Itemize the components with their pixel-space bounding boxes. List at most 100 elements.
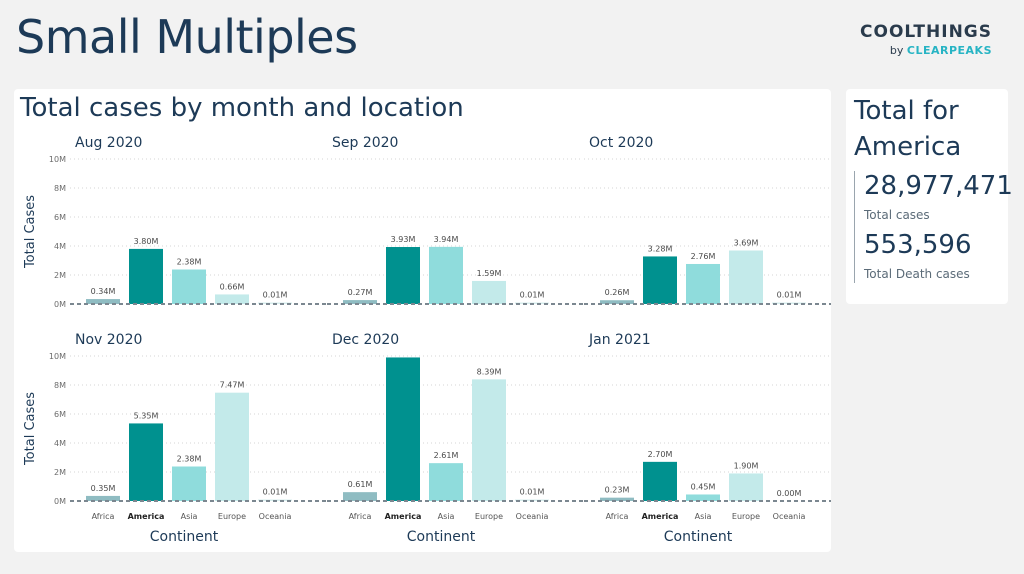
bar-america (129, 248, 163, 304)
x-tick-label: Oceania (259, 512, 292, 521)
panel-title: Aug 2020 (75, 135, 142, 151)
america-summary-card: Total for America 28,977,471 Total cases… (846, 89, 1013, 304)
data-label: 0.35M (91, 484, 116, 493)
data-label: 3.69M (734, 238, 759, 247)
bar-europe (472, 280, 506, 304)
y-tick-label: 4M (54, 439, 66, 448)
y-tick-label: 2M (54, 468, 66, 477)
data-label: 0.45M (691, 482, 716, 491)
bar-america (643, 256, 677, 304)
data-label: 0.00M (777, 489, 802, 498)
x-tick-label: Africa (92, 512, 115, 521)
x-tick-label: Oceania (773, 512, 806, 521)
bar-asia (686, 263, 720, 304)
bar-america (643, 461, 677, 501)
bar-europe (472, 379, 506, 501)
data-label: 2.61M (434, 451, 459, 460)
chart-panel: Sep 2020 0.27M 3.93M 3.94M 1.59M 0.01M (327, 135, 583, 305)
x-tick-label: Oceania (516, 512, 549, 521)
chart-panel: Jan 2021 0.23M Africa 2.70M America 0.45M Asia… (584, 332, 831, 545)
data-label: 3.94M (434, 235, 459, 244)
bar-europe (215, 294, 249, 304)
data-label: 0.27M (348, 288, 373, 297)
chart-panel: Nov 2020 0M 2M 4M 6M 8M 10M 0.35M Africa 5.35M Ame… (23, 332, 326, 545)
bar-asia (172, 466, 206, 501)
y-axis-title: Total Cases (23, 195, 38, 269)
bar-america (129, 423, 163, 501)
bar-africa (600, 497, 634, 501)
data-label: 0.01M (263, 291, 288, 300)
data-label: 2.76M (691, 252, 716, 261)
total-cases-label: Total cases (864, 208, 930, 222)
data-label: 8.39M (477, 367, 502, 376)
panel-title: Jan 2021 (588, 332, 651, 348)
x-tick-label: Europe (218, 512, 246, 521)
logo-by: by (889, 44, 904, 57)
small-multiples-card: Aug 2020 0M 2M 4M 6M 8M 10M 0.34M 3.80M 2.38M 0.66… (14, 89, 831, 552)
page-title: Small Multiples (16, 10, 358, 64)
bar-america (386, 247, 420, 304)
summary-divider (854, 171, 855, 283)
panel-title: Nov 2020 (75, 332, 142, 348)
bar-asia (172, 269, 206, 304)
data-label: 0.61M (348, 480, 373, 489)
x-tick-label: Asia (438, 512, 455, 521)
x-axis-title: Continent (150, 529, 219, 545)
logo-wordmark: COOLTHINGS (860, 22, 992, 42)
y-tick-label: 8M (54, 184, 66, 193)
bar-africa (343, 492, 377, 501)
x-axis-title: Continent (664, 529, 733, 545)
x-axis-title: Continent (407, 529, 476, 545)
chart-panel: Dec 2020 0.61M Africa America 2.61M Asia 8.39M… (327, 332, 583, 545)
data-label: 0.23M (605, 486, 630, 495)
bar-america (386, 357, 420, 501)
bar-africa (86, 495, 120, 501)
bar-africa (343, 300, 377, 304)
total-deaths-label: Total Death cases (864, 267, 970, 281)
data-label: 3.93M (391, 235, 416, 244)
small-multiples-chart[interactable]: Aug 2020 0M 2M 4M 6M 8M 10M 0.34M 3.80M 2.38M 0.66… (14, 89, 831, 552)
bar-asia (686, 494, 720, 501)
chart-panel: Oct 2020 0.26M 3.28M 2.76M 3.69M 0.01M (584, 135, 831, 305)
data-label: 1.90M (734, 461, 759, 470)
data-label: 2.38M (177, 257, 202, 266)
bar-europe (729, 473, 763, 501)
bar-europe (215, 392, 249, 501)
y-tick-label: 8M (54, 381, 66, 390)
data-label: 3.80M (134, 237, 159, 246)
data-label: 0.01M (520, 488, 545, 497)
data-label: 2.70M (648, 450, 673, 459)
chart-card-title: Total cases by month and location (20, 93, 464, 123)
data-label: 1.59M (477, 269, 502, 278)
x-tick-label: America (128, 512, 165, 521)
x-tick-label: America (385, 512, 422, 521)
data-label: 0.01M (520, 291, 545, 300)
logo-subline: by CLEARPEAKS (860, 44, 992, 57)
data-label: 0.01M (777, 291, 802, 300)
x-tick-label: America (642, 512, 679, 521)
y-tick-label: 10M (49, 155, 66, 164)
panel-title: Sep 2020 (332, 135, 398, 151)
data-label: 0.01M (263, 488, 288, 497)
x-tick-label: Africa (606, 512, 629, 521)
y-tick-label: 0M (54, 300, 66, 309)
bar-asia (429, 463, 463, 501)
x-tick-label: Africa (349, 512, 372, 521)
y-tick-label: 4M (54, 242, 66, 251)
data-label: 7.47M (220, 381, 245, 390)
brand-logo: COOLTHINGS by CLEARPEAKS (860, 22, 992, 57)
x-tick-label: Europe (732, 512, 760, 521)
bar-africa (86, 299, 120, 304)
total-deaths-value: 553,596 (864, 230, 972, 260)
logo-brand: CLEARPEAKS (906, 44, 992, 57)
bar-africa (600, 300, 634, 304)
bar-europe (729, 250, 763, 304)
y-tick-label: 6M (54, 213, 66, 222)
summary-title: Total for America (854, 96, 962, 162)
x-tick-label: Europe (475, 512, 503, 521)
bar-asia (429, 246, 463, 304)
panel-title: Oct 2020 (589, 135, 653, 151)
data-label: 5.35M (134, 411, 159, 420)
chart-panel: Aug 2020 0M 2M 4M 6M 8M 10M 0.34M 3.80M 2.38M 0.66… (23, 135, 326, 309)
total-cases-value: 28,977,471 (864, 171, 1013, 201)
